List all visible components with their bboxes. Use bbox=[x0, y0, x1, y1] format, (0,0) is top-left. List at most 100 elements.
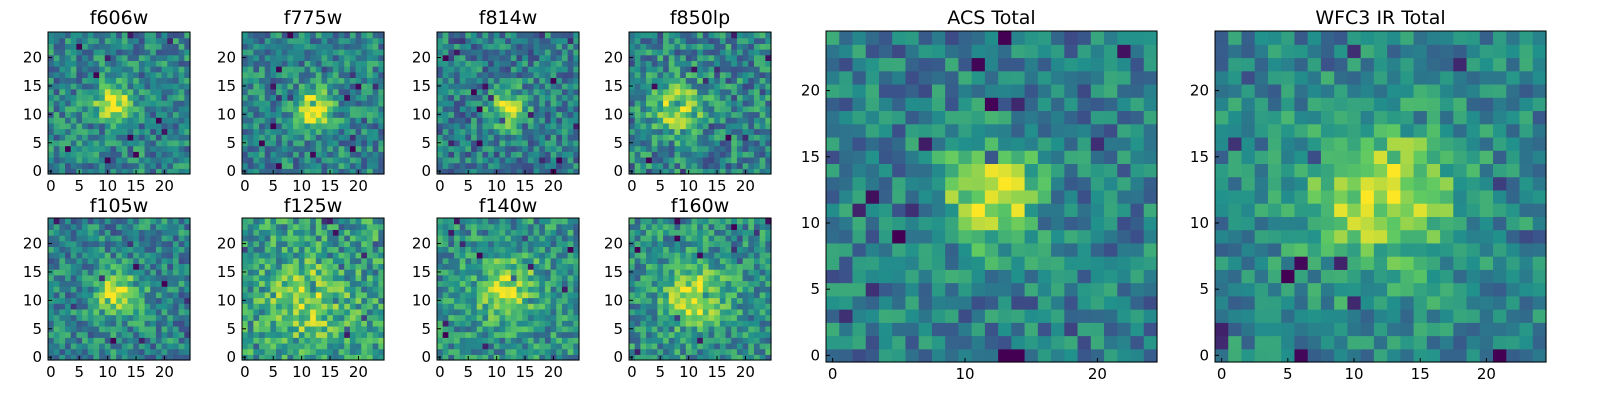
heatmap-cell bbox=[161, 66, 168, 73]
heatmap-cell bbox=[87, 139, 95, 147]
heatmap-cell bbox=[287, 88, 294, 96]
heatmap-cell bbox=[276, 134, 283, 141]
heatmap-cell bbox=[76, 263, 83, 270]
heatmap-cell bbox=[725, 291, 732, 299]
heatmap-cell bbox=[48, 314, 55, 321]
heatmap-cell bbox=[680, 257, 687, 265]
heatmap-cell bbox=[634, 291, 641, 299]
heatmap-cell bbox=[493, 66, 501, 73]
heatmap-cell bbox=[247, 354, 254, 361]
heatmap-cell bbox=[459, 235, 466, 242]
heatmap-cell bbox=[161, 94, 168, 101]
heatmap-cell bbox=[361, 218, 368, 225]
heatmap-cell bbox=[332, 111, 340, 118]
heatmap-cell bbox=[315, 71, 323, 79]
heatmap-cell bbox=[310, 263, 317, 270]
heatmap-cell bbox=[527, 331, 535, 338]
heatmap-cell bbox=[629, 122, 636, 130]
heatmap-cell bbox=[247, 111, 254, 118]
heatmap-cell bbox=[691, 325, 698, 333]
heatmap-cell bbox=[731, 354, 738, 361]
heatmap-cell bbox=[349, 263, 357, 270]
heatmap-cell bbox=[270, 100, 277, 107]
heatmap-cell bbox=[65, 168, 72, 175]
heatmap-cell bbox=[573, 240, 580, 247]
heatmap-cell bbox=[725, 320, 732, 327]
heatmap-cell bbox=[567, 162, 574, 169]
heatmap-cell bbox=[697, 325, 704, 333]
heatmap-cell bbox=[332, 246, 340, 253]
heatmap-cell bbox=[304, 54, 311, 61]
heatmap-cell bbox=[110, 145, 117, 152]
heatmap-cell bbox=[315, 252, 323, 259]
heatmap-cell bbox=[53, 308, 60, 316]
heatmap-cell bbox=[736, 354, 744, 361]
heatmap-cell bbox=[349, 54, 357, 61]
heatmap-cell bbox=[270, 139, 277, 147]
heatmap-cell bbox=[59, 286, 66, 293]
heatmap-cell bbox=[270, 134, 277, 141]
heatmap-cell bbox=[736, 269, 744, 276]
heatmap-cell bbox=[448, 246, 455, 253]
heatmap-cell bbox=[448, 134, 455, 141]
heatmap-cell bbox=[87, 291, 95, 299]
heatmap-cell bbox=[657, 151, 664, 158]
heatmap-cell bbox=[178, 43, 185, 50]
heatmap-cell bbox=[93, 297, 100, 304]
heatmap-cell bbox=[714, 49, 721, 56]
heatmap-cell bbox=[663, 49, 670, 56]
heatmap-cell bbox=[488, 77, 495, 84]
heatmap-cell bbox=[516, 117, 523, 124]
heatmap-cell bbox=[361, 291, 368, 299]
heatmap-cell bbox=[338, 325, 345, 333]
heatmap-cell bbox=[448, 286, 455, 293]
heatmap-cell bbox=[736, 303, 744, 310]
heatmap-cell bbox=[281, 168, 289, 175]
heatmap-cell bbox=[355, 145, 362, 152]
heatmap-cell bbox=[293, 218, 300, 225]
heatmap-cell bbox=[539, 83, 546, 90]
heatmap-cell bbox=[361, 134, 368, 141]
chart-title: f775w bbox=[284, 7, 343, 29]
heatmap-cell bbox=[293, 291, 300, 299]
heatmap-cell bbox=[539, 286, 546, 293]
heatmap-cell bbox=[550, 122, 557, 130]
heatmap-cell bbox=[304, 60, 311, 67]
heatmap-cell bbox=[178, 134, 185, 141]
heatmap-cell bbox=[281, 83, 289, 90]
heatmap-cell bbox=[310, 218, 317, 225]
heatmap-cell bbox=[259, 235, 266, 242]
heatmap-cell bbox=[544, 43, 552, 50]
heatmap-cell bbox=[315, 337, 323, 344]
heatmap-cell bbox=[680, 303, 687, 310]
heatmap-cell bbox=[366, 128, 374, 135]
heatmap-cell bbox=[378, 223, 385, 230]
heatmap-cell bbox=[304, 111, 311, 118]
heatmap-cell bbox=[471, 269, 478, 276]
heatmap-cell bbox=[332, 297, 340, 304]
heatmap-cell bbox=[759, 308, 766, 316]
heatmap-cell bbox=[121, 32, 129, 39]
heatmap-cell bbox=[178, 139, 185, 147]
heatmap-cell bbox=[321, 162, 328, 169]
heatmap-cell bbox=[510, 280, 518, 287]
heatmap-cell bbox=[150, 280, 157, 287]
heatmap-cell bbox=[172, 280, 180, 287]
heatmap-cell bbox=[685, 348, 693, 355]
heatmap-cell bbox=[753, 49, 761, 56]
x-tick-label: 10 bbox=[292, 177, 311, 195]
heatmap-cell bbox=[161, 151, 168, 158]
heatmap-cell bbox=[668, 348, 676, 355]
heatmap-cell bbox=[708, 139, 715, 147]
heatmap-cell bbox=[53, 263, 60, 270]
heatmap-cell bbox=[247, 246, 254, 253]
heatmap-cell bbox=[327, 252, 334, 259]
heatmap-cell bbox=[76, 139, 83, 147]
heatmap-cell bbox=[127, 77, 134, 84]
heatmap-cell bbox=[691, 280, 698, 287]
heatmap-cell bbox=[759, 100, 766, 107]
heatmap-cell bbox=[304, 100, 311, 107]
heatmap-cell bbox=[567, 151, 574, 158]
heatmap-cell bbox=[116, 32, 123, 39]
heatmap-cell bbox=[742, 274, 749, 282]
